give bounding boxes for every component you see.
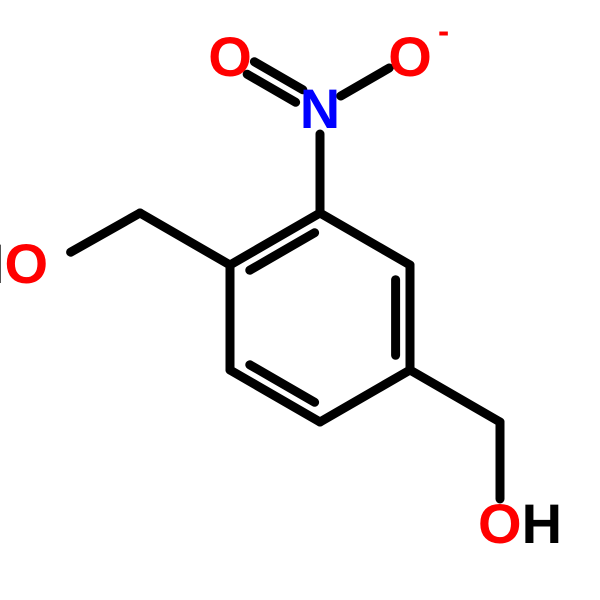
atom-label-O8: HO — [0, 232, 48, 295]
atom-label-N11: N — [300, 77, 340, 140]
atom-label-O10: OH — [478, 492, 562, 555]
bond — [71, 213, 140, 252]
molecule-diagram: HOOHNOO- — [0, 0, 600, 600]
atom-label-O12: O — [208, 25, 252, 88]
bond — [320, 370, 410, 422]
atom-label-O13: O — [388, 25, 432, 88]
bond — [410, 370, 500, 422]
charge-O13: - — [438, 13, 449, 50]
bond — [140, 213, 230, 265]
bonds-layer — [71, 62, 500, 499]
bond — [320, 213, 410, 265]
bond — [341, 68, 389, 96]
